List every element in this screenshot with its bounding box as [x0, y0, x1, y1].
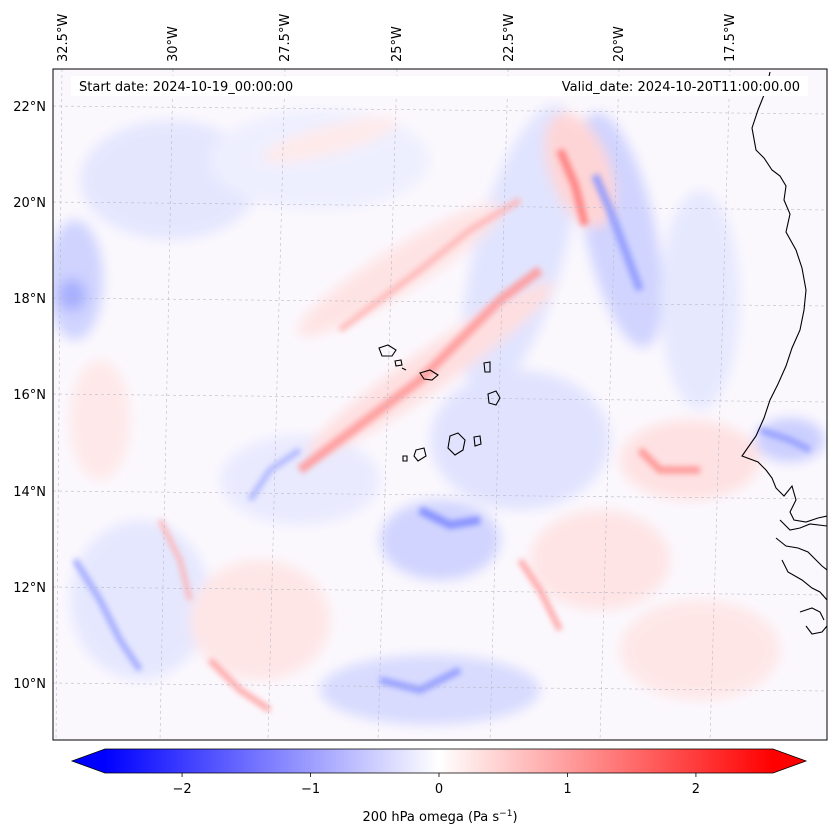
colorbar-tick-label: −2	[172, 782, 191, 797]
valid-date-label: Valid_date: 2024-10-20T11:00:00.00	[562, 80, 800, 95]
colorbar-ticks: −2 −1 0 1 2	[172, 773, 700, 797]
lat-label: 18°N	[13, 292, 46, 307]
longitude-labels: 32.5°W 30°W 27.5°W 25°W 22.5°W 20°W 17.5…	[56, 14, 738, 62]
lon-label: 17.5°W	[723, 14, 738, 62]
lon-label: 20°W	[612, 26, 627, 62]
map-frame	[52, 68, 828, 741]
start-date-label: Start date: 2024-10-19_00:00:00	[79, 80, 293, 95]
latitude-labels: 22°N 20°N 18°N 16°N 14°N 12°N 10°N	[13, 100, 46, 692]
lon-label: 22.5°W	[502, 14, 517, 62]
colorbar-extend-high	[773, 749, 806, 773]
colorbar-tick-label: 0	[435, 782, 443, 797]
colorbar-tick-label: −1	[301, 782, 320, 797]
lat-label: 10°N	[13, 677, 46, 692]
omega-field	[53, 69, 827, 740]
colorbar-outline	[70, 748, 808, 774]
colorbar-tick-label: 2	[692, 782, 700, 797]
lat-label: 12°N	[13, 581, 46, 596]
lon-label: 27.5°W	[278, 14, 293, 62]
africa-coastline	[741, 71, 827, 635]
colorbar: −2 −1 0 1 2 200 hPa omega (Pa s−1)	[70, 748, 808, 825]
lat-label: 22°N	[13, 100, 46, 115]
colorbar-gradient	[105, 749, 773, 773]
colorbar-tick-label: 1	[563, 782, 571, 797]
date-header-background	[71, 76, 808, 96]
lon-label: 32.5°W	[56, 14, 71, 62]
colorbar-extend-low	[72, 749, 105, 773]
cape-verde-islands	[378, 344, 501, 462]
lon-label: 30°W	[166, 26, 181, 62]
lon-label: 25°W	[390, 26, 405, 62]
graticule	[53, 69, 827, 740]
colorbar-label: 200 hPa omega (Pa s−1)	[362, 809, 517, 825]
lat-label: 20°N	[13, 196, 46, 211]
lat-label: 16°N	[13, 388, 46, 403]
lat-label: 14°N	[13, 485, 46, 500]
